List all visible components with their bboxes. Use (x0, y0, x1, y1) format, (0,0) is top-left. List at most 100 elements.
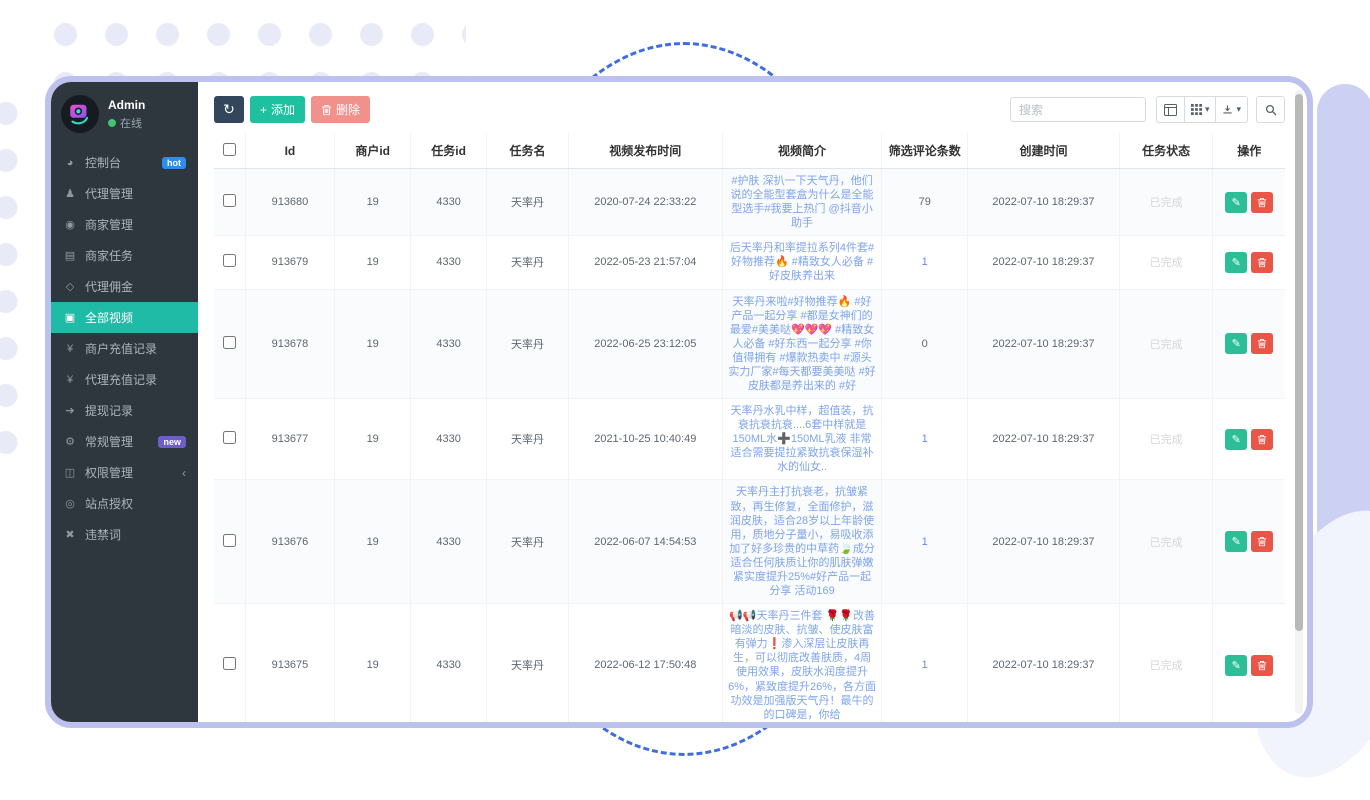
row-checkbox[interactable] (222, 657, 236, 671)
video-intro-link[interactable]: 📢📢天率丹三件套 🌹🌹改善暗淡的皮肤、抗皱、使皮肤富有弹力❗渗入深层让皮肤再生，… (721, 603, 882, 722)
delete-row-button[interactable] (1251, 333, 1274, 355)
edit-row-button[interactable]: ✎ (1225, 654, 1248, 676)
sidebar-item[interactable]: ◕ 控制台 hot (51, 147, 198, 178)
sidebar-item[interactable]: ▣ 全部视频 (51, 302, 198, 333)
row-actions: ✎ (1212, 398, 1285, 481)
row-actions: ✎ (1212, 603, 1285, 722)
delete-row-button[interactable] (1251, 428, 1274, 450)
dots-pattern-left (0, 84, 24, 460)
edit-row-button[interactable]: ✎ (1225, 531, 1248, 553)
task-id: 4330 (410, 168, 487, 237)
created-time: 2022-07-10 18:29:37 (967, 235, 1120, 290)
merchant-eye-icon: ◉ (65, 219, 75, 231)
avatar[interactable] (61, 95, 99, 133)
created-time: 2022-07-10 18:29:37 (968, 727, 1120, 728)
sidebar-item-label: 代理管理 (85, 187, 134, 201)
row-id: 913676 (244, 479, 335, 605)
delete-row-button[interactable] (1251, 531, 1274, 553)
edit-row-button[interactable]: ✎ (1225, 251, 1248, 273)
commission-gem-icon: ◇ (65, 281, 75, 293)
video-intro-link[interactable]: 后天率丹和率提拉系列4件套#好物推荐🔥 #精致女人必备 #好皮肤养出来 (721, 235, 882, 290)
task-id: 4330 (410, 603, 487, 722)
card-view-icon (1163, 103, 1177, 116)
sidebar-item-label: 全部视频 (85, 311, 134, 325)
add-button[interactable]: + 添加 (250, 96, 306, 123)
sidebar-item-label: 商家管理 (85, 218, 134, 232)
sidebar-item[interactable]: ¥ 代理充值记录 (51, 364, 198, 395)
sidebar-item[interactable]: ◫ 权限管理 ‹ (51, 457, 198, 488)
search-icon (1265, 104, 1276, 115)
row-actions: ✎ (1212, 235, 1285, 290)
sidebar-item[interactable]: ✖ 违禁词 (51, 519, 198, 550)
column-header: 视频简介 (721, 133, 882, 169)
columns-button[interactable]: ▾ (1184, 96, 1217, 123)
sidebar-item[interactable]: ◎ 站点授权 (51, 488, 198, 519)
permissions-users-icon: ◫ (64, 467, 76, 479)
refresh-button[interactable]: ↻ (214, 96, 244, 123)
delete-button[interactable]: 删除 (311, 96, 371, 123)
edit-row-button[interactable]: ✎ (1225, 191, 1248, 213)
new-badge: new (158, 435, 186, 448)
task-id: 4330 (410, 235, 487, 290)
sidebar-item-label: 商家任务 (85, 249, 134, 263)
trash-icon (1258, 660, 1267, 671)
row-checkbox[interactable] (222, 533, 236, 547)
publish-time: 2022-06-12 17:50:48 (567, 603, 723, 722)
trash-icon (1258, 537, 1267, 547)
scrollbar-thumb[interactable] (1295, 94, 1303, 631)
created-time: 2022-07-10 18:29:37 (967, 398, 1120, 481)
video-intro-link[interactable]: 天率丹水乳中样，超值装，抗衰抗衰抗衰....6套中样就是150ML水➕150ML… (721, 398, 882, 481)
edit-row-button[interactable]: ✎ (1225, 428, 1248, 450)
task-name: 天率丹 (486, 398, 569, 481)
grid-icon (1190, 104, 1202, 115)
delete-row-button[interactable] (1251, 251, 1274, 273)
row-checkbox[interactable] (222, 194, 236, 208)
delete-row-button[interactable] (1251, 654, 1274, 676)
row-checkbox[interactable] (222, 254, 236, 268)
merchant-id: 19 (334, 289, 411, 400)
video-intro-link[interactable]: 天率丹来啦#好物推荐🔥 #好产品一起分享 #都是女神们的最爱#美美哒💖💖💖 #精… (721, 289, 882, 400)
video-intro-link[interactable]: 我下次一定注意时间，不能发这么长时间的视频了#分享爱用物 #护肤好物 #美妆测评 (722, 727, 882, 728)
sidebar-item-label: 权限管理 (85, 466, 134, 480)
row-checkbox[interactable] (222, 335, 236, 349)
trash-icon (1258, 197, 1267, 207)
sidebar-item[interactable]: ◇ 代理佣金 (51, 271, 198, 302)
merchant-id: 19 (335, 727, 411, 728)
search-button[interactable] (1256, 96, 1285, 123)
sidebar-item[interactable]: ¥ 商户充值记录 (51, 333, 198, 364)
row-actions: ✎ (1213, 727, 1285, 728)
delete-row-button[interactable] (1251, 191, 1274, 213)
toggle-view-button[interactable] (1155, 96, 1185, 123)
sidebar-item[interactable]: ◉ 商家管理 (51, 209, 198, 240)
sidebar-item[interactable]: ⚙ 常规管理 new (51, 426, 198, 457)
search-input[interactable] (1009, 97, 1146, 122)
merchant-task-icon: ▤ (64, 250, 76, 262)
merchant-id: 19 (334, 479, 411, 605)
export-button[interactable]: ▾ (1216, 96, 1248, 123)
sidebar-item-label: 站点授权 (85, 497, 134, 511)
merchant-id: 19 (334, 398, 411, 481)
sidebar-item[interactable]: ▤ 商家任务 (51, 240, 198, 271)
trash-icon (1258, 434, 1267, 444)
task-name: 天率丹 (486, 603, 569, 722)
sidebar-item[interactable]: ➔ 提现记录 (51, 395, 198, 426)
publish-time: 2022-01-03 22:43:59 (568, 727, 722, 728)
sidebar-item-label: 商户充值记录 (85, 342, 158, 356)
merchant-id: 19 (334, 168, 411, 237)
chevron-down-icon: ▾ (1204, 104, 1210, 114)
edit-row-button[interactable]: ✎ (1225, 333, 1248, 355)
row-checkbox[interactable] (222, 431, 236, 445)
camera-logo-icon (70, 104, 89, 125)
task-id: 4330 (410, 398, 487, 481)
scrollbar[interactable] (1295, 90, 1303, 714)
column-header: 创建时间 (967, 133, 1120, 169)
created-time: 2022-07-10 18:29:37 (967, 603, 1120, 722)
comment-count: 0 (882, 727, 968, 728)
table-row: 913676 19 4330 天率丹 2022-06-07 14:54:53 天率丹主打抗… (214, 479, 1285, 605)
select-all-checkbox[interactable] (222, 142, 236, 156)
video-intro-link[interactable]: 天率丹主打抗衰老，抗皱紧致，再生修复，全面修护，滋润皮肤，适合28岁以上年龄使用… (721, 479, 882, 605)
comment-count: 1 (881, 398, 968, 481)
sidebar-item[interactable]: ♟ 代理管理 (51, 178, 198, 209)
video-intro-link[interactable]: #护肤 深扒一下天气丹，他们说的全能型套盒为什么是全能型选手#我要上热门 @抖音… (721, 168, 882, 237)
column-header: Id (244, 133, 335, 169)
